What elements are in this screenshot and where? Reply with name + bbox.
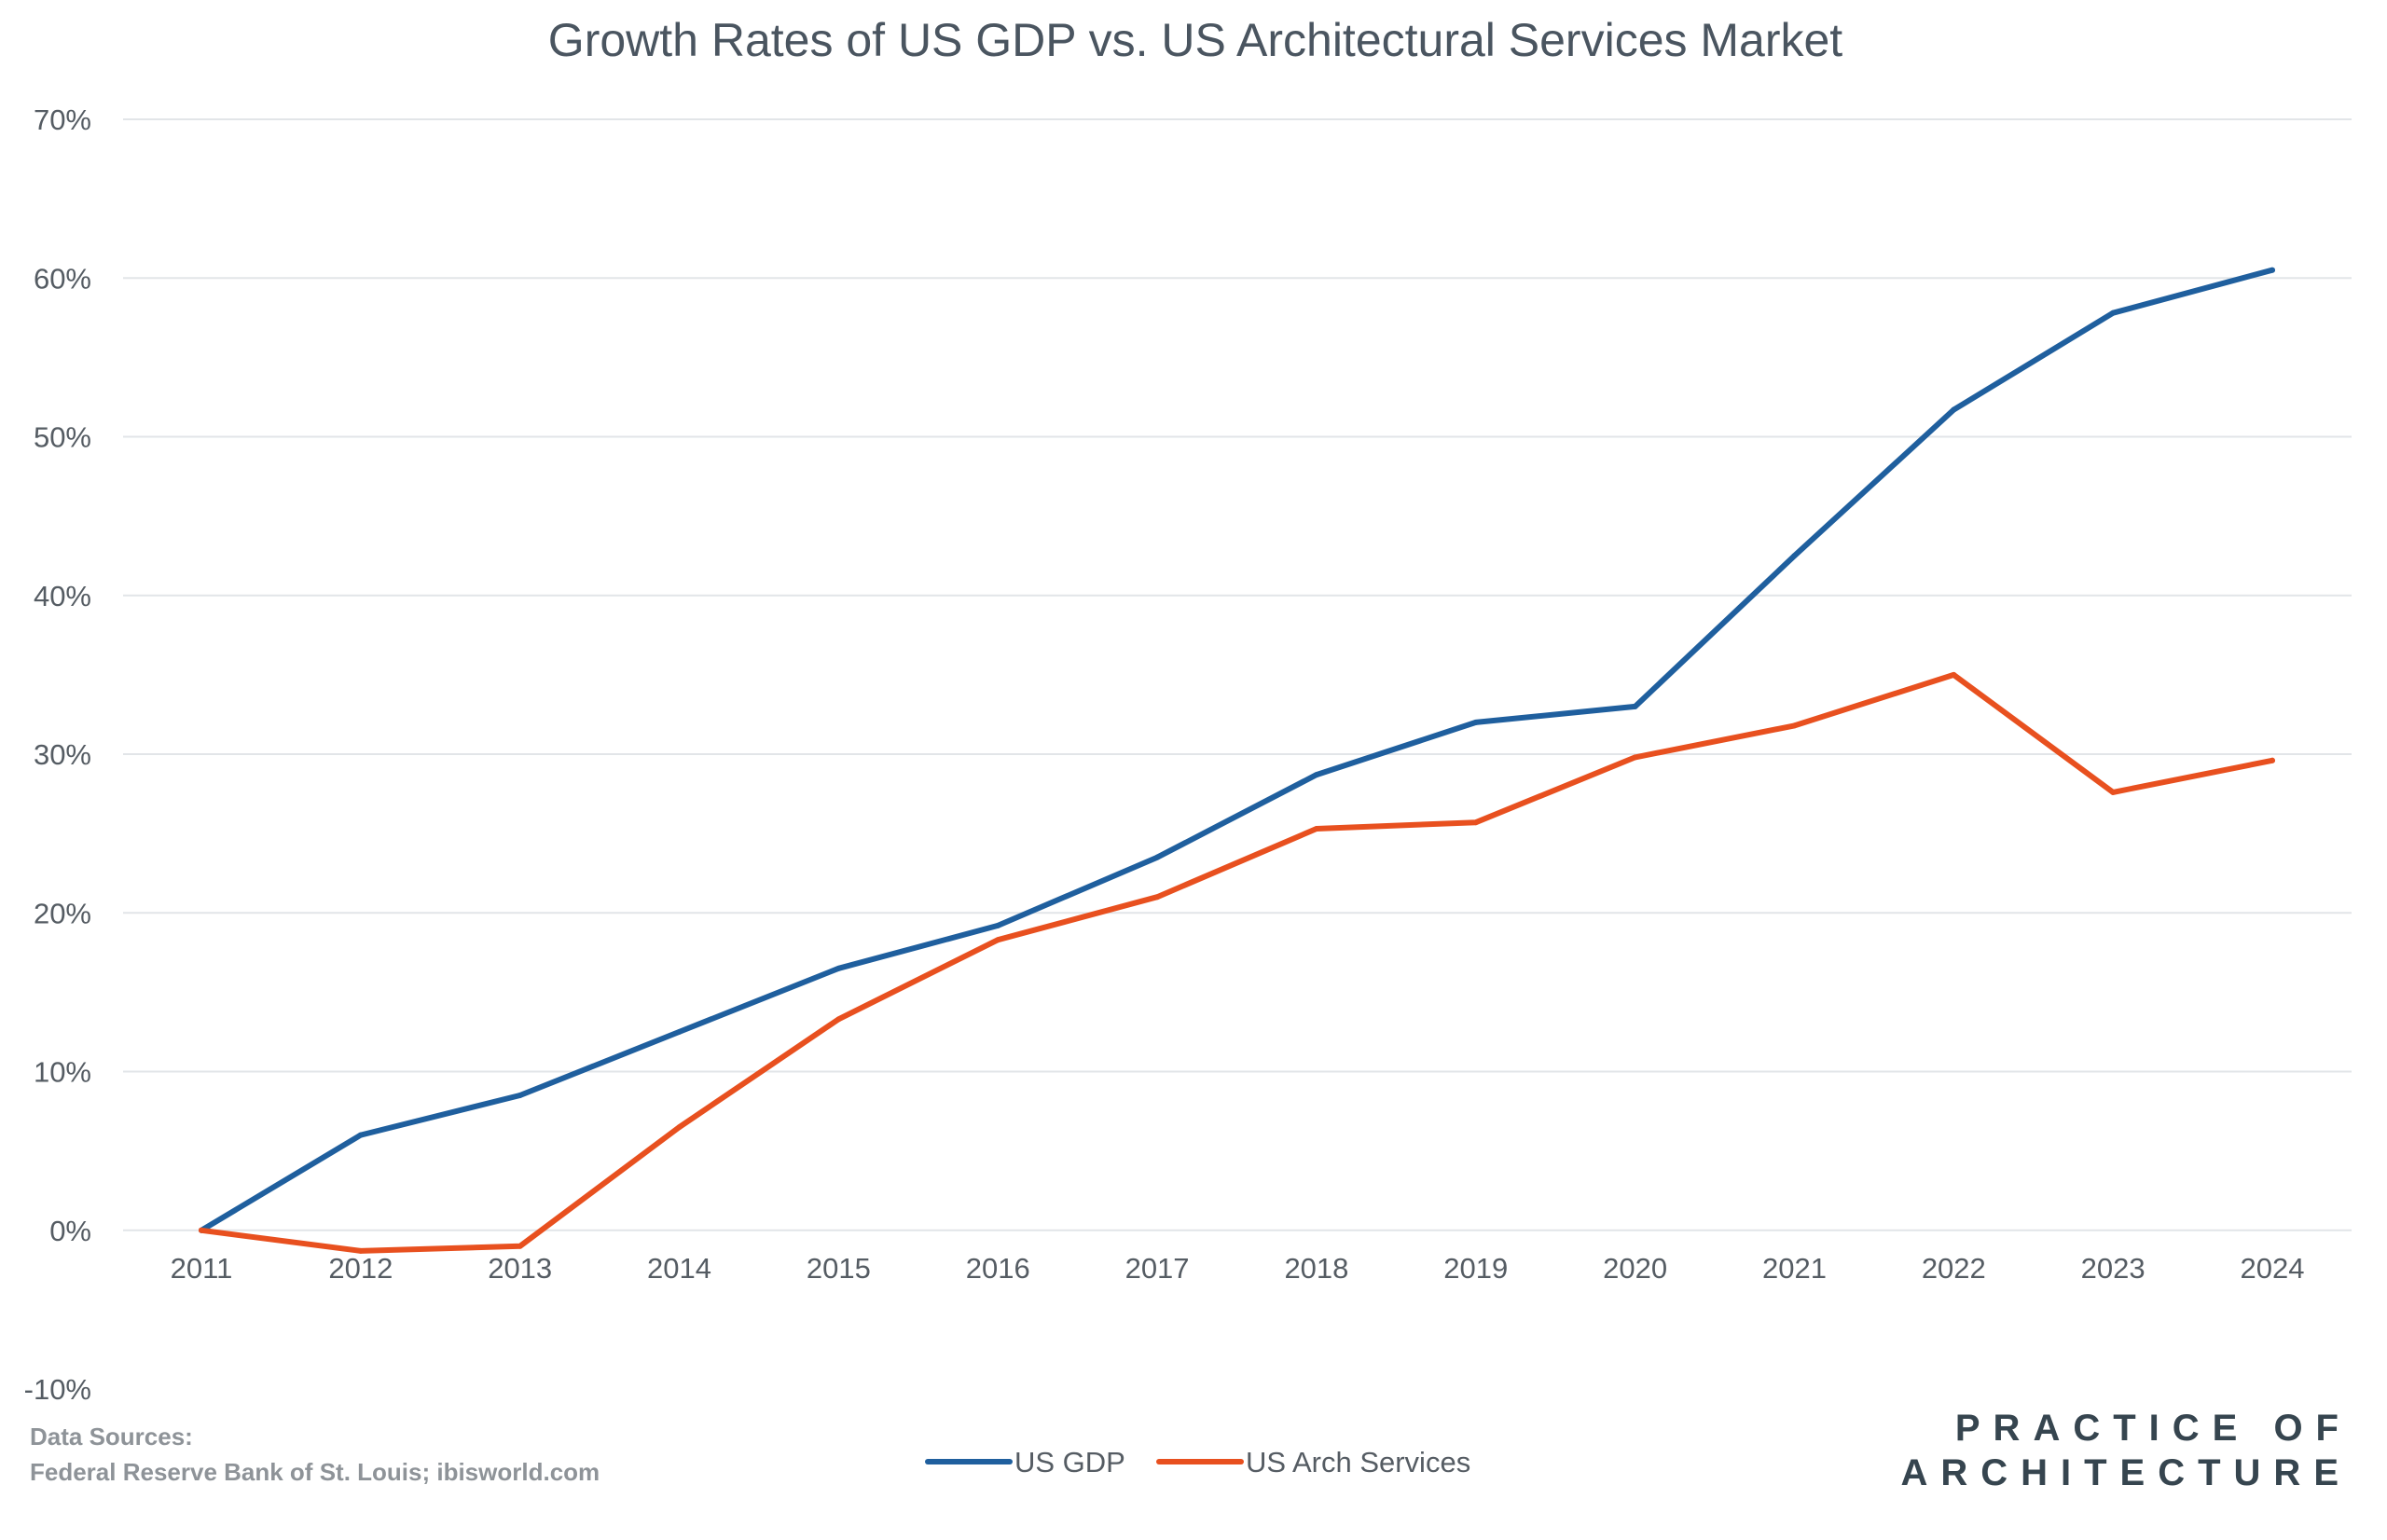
series-line-us-arch-services (199, 671, 2275, 1254)
x-tick-label: 2012 (328, 1252, 393, 1285)
data-point (1154, 894, 1161, 901)
x-tick-label: 2015 (807, 1252, 871, 1285)
x-tick-label: 2013 (488, 1252, 552, 1285)
data-point (2270, 757, 2275, 763)
data-point (517, 1243, 523, 1249)
data-point (357, 1247, 364, 1254)
data-series (199, 267, 2275, 1254)
x-tick-label: 2016 (966, 1252, 1030, 1285)
data-point (2110, 309, 2117, 316)
data-point (2270, 267, 2275, 273)
brand-line-2: ARCHITECTURE (1900, 1452, 2352, 1493)
data-point (517, 1093, 523, 1099)
data-sources-text: Federal Reserve Bank of St. Louis; ibisw… (30, 1458, 600, 1486)
legend: US GDP US Arch Services (925, 1446, 1470, 1478)
data-point (357, 1132, 364, 1138)
y-tick-label: 30% (34, 738, 91, 771)
data-point (2110, 789, 2117, 795)
data-point (1313, 826, 1319, 832)
series-line-us-gdp (199, 267, 2275, 1233)
data-point (1791, 553, 1798, 559)
data-point (995, 937, 1001, 943)
data-point (199, 1227, 204, 1233)
gridlines (123, 118, 2352, 1231)
x-axis-tick-labels: 2011 2012 2013 2014 2015 2016 2017 2018 2019 2020… (171, 1252, 2305, 1285)
data-point (1951, 406, 1957, 413)
data-point (676, 1124, 683, 1131)
data-point (1951, 671, 1957, 678)
x-tick-label: 2021 (1762, 1252, 1827, 1285)
data-sources-note: Data Sources: Federal Reserve Bank of St… (30, 1423, 600, 1486)
chart-title: Growth Rates of US GDP vs. US Architectu… (548, 14, 1843, 66)
data-point (995, 922, 1001, 928)
y-tick-label: 40% (34, 580, 91, 612)
data-sources-title: Data Sources: (30, 1423, 193, 1451)
brand-line-1: PRACTICE OF (1955, 1408, 2352, 1449)
data-point (676, 1028, 683, 1035)
data-point (1472, 819, 1479, 826)
x-tick-label: 2019 (1443, 1252, 1508, 1285)
data-point (835, 965, 842, 971)
y-tick-label: 50% (34, 421, 91, 454)
data-point (1472, 719, 1479, 725)
y-axis-tick-labels: -10% 0% 10% 20% 30% 40% 50% 60% 70% (24, 103, 91, 1406)
y-tick-label: 60% (34, 262, 91, 295)
y-tick-label: 20% (34, 897, 91, 929)
data-point (1313, 772, 1319, 778)
x-tick-label: 2023 (2081, 1252, 2146, 1285)
x-tick-label: 2018 (1284, 1252, 1348, 1285)
x-tick-label: 2024 (2241, 1252, 2305, 1285)
x-tick-label: 2020 (1603, 1252, 1667, 1285)
data-point (835, 1016, 842, 1023)
y-tick-label: -10% (24, 1373, 91, 1406)
practice-of-architecture-logo: PRACTICE OF ARCHITECTURE (1900, 1408, 2352, 1493)
x-tick-label: 2014 (647, 1252, 711, 1285)
y-tick-label: 10% (34, 1056, 91, 1089)
x-tick-label: 2017 (1125, 1252, 1190, 1285)
y-tick-label: 70% (34, 103, 91, 136)
y-tick-label: 0% (49, 1215, 91, 1247)
data-point (1632, 703, 1638, 709)
data-point (1154, 854, 1161, 860)
x-tick-label: 2022 (1922, 1252, 1986, 1285)
x-tick-label: 2011 (171, 1252, 233, 1285)
legend-label-us-gdp: US GDP (1014, 1446, 1125, 1478)
legend-label-us-arch-services: US Arch Services (1246, 1446, 1470, 1478)
data-point (1791, 722, 1798, 729)
data-point (1632, 754, 1638, 761)
